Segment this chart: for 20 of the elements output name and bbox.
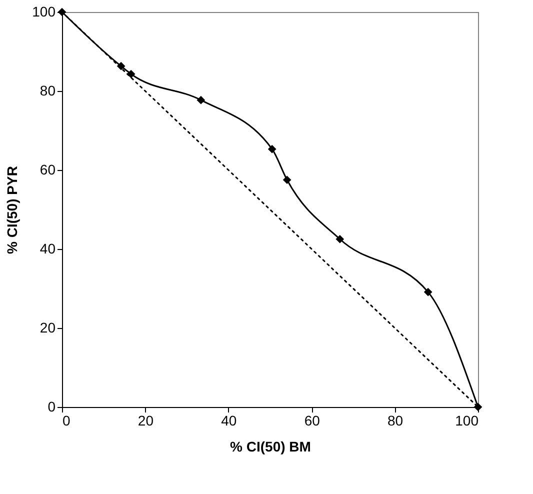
x-tick-label: 0 (62, 412, 70, 428)
y-tick-label: 40 (40, 240, 56, 256)
x-tick-label: 100 (455, 412, 479, 428)
y-tick-label: 0 (48, 398, 56, 414)
x-tick-label: 80 (388, 412, 404, 428)
x-tick-label: 40 (221, 412, 237, 428)
x-tick-label: 20 (138, 412, 154, 428)
point (336, 234, 344, 244)
y-tick-label: 60 (40, 162, 56, 178)
x-tick-label: 60 (304, 412, 320, 428)
point (282, 176, 292, 184)
point (196, 96, 206, 104)
y-tick-label: 100 (32, 4, 56, 20)
point (126, 70, 136, 78)
point (268, 144, 276, 154)
y-tick-label: 80 (40, 82, 56, 98)
y-axis-title: % CI(50) PYR (4, 166, 20, 254)
point (424, 288, 432, 296)
x-axis-title: % CI(50) BM (230, 438, 311, 454)
y-tick-label: 20 (40, 320, 56, 336)
